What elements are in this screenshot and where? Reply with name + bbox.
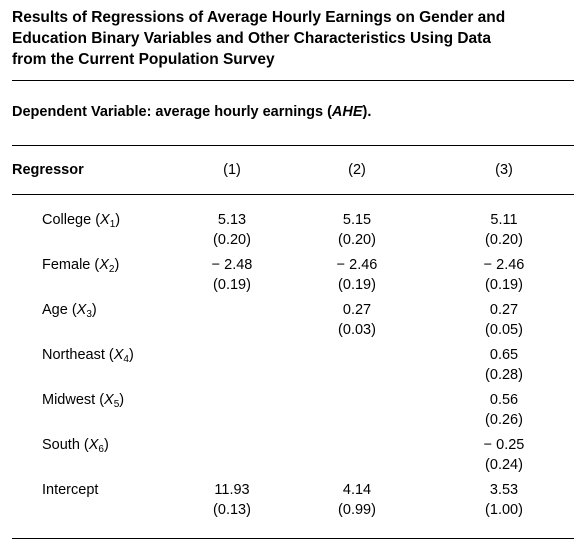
standard-error: (0.05): [485, 322, 523, 338]
table-title: Results of Regressions of Average Hourly…: [12, 7, 578, 70]
standard-error: (0.24): [485, 457, 523, 473]
regressor-symbol: X: [104, 392, 114, 408]
regressor-name: Age (: [42, 302, 77, 318]
regressor-subscript: 6: [98, 444, 104, 455]
divider-rule: [12, 194, 574, 195]
standard-error: (0.19): [213, 277, 251, 293]
dependent-variable-note: Dependent Variable: average hourly earni…: [12, 104, 371, 120]
regressor-symbol: X: [76, 302, 87, 318]
coefficient-value: − 2.46: [336, 257, 378, 273]
regressor-name: Intercept: [42, 482, 99, 498]
dependent-suffix: ).: [362, 104, 372, 120]
regressor-subscript: 5: [113, 399, 120, 410]
title-line: Results of Regressions of Average Hourly…: [12, 9, 506, 26]
coefficient-value: 5.13: [217, 212, 247, 228]
regressor-label: Age (X3): [42, 302, 97, 320]
coefficient-value: 0.27: [342, 302, 372, 318]
regressor-close: ): [114, 257, 120, 273]
standard-error: (0.28): [485, 367, 523, 383]
coefficient-value: 5.15: [342, 212, 372, 228]
coefficient-value: 11.93: [214, 482, 250, 498]
regressor-symbol: X: [100, 212, 110, 228]
regressor-name: Northeast (: [42, 347, 114, 363]
divider-rule: [12, 145, 574, 146]
standard-error: (0.19): [485, 277, 523, 293]
coefficient-cell: − 0.25 (0.24): [464, 435, 544, 475]
coefficient-cell: 4.14 (0.99): [317, 480, 397, 520]
coefficient-cell: 5.15 (0.20): [317, 210, 397, 250]
column-header: (3): [495, 162, 513, 178]
coefficient-value: 3.53: [489, 482, 519, 498]
coefficient-value: 4.14: [342, 482, 372, 498]
coefficient-value: − 0.25: [483, 437, 525, 453]
coefficient-cell: − 2.46 (0.19): [464, 255, 544, 295]
coefficient-cell: 0.27 (0.03): [317, 300, 397, 340]
standard-error: (0.20): [338, 232, 376, 248]
regressor-label: College (X1): [42, 212, 120, 230]
regressor-symbol: X: [88, 437, 99, 453]
regressor-label: Northeast (X4): [42, 347, 134, 365]
regressor-subscript: 3: [86, 309, 92, 320]
column-header: (1): [223, 162, 241, 178]
coefficient-cell: 11.93 (0.13): [192, 480, 272, 520]
standard-error: (1.00): [485, 502, 523, 518]
regressor-close: ): [91, 302, 97, 318]
regressor-name: Midwest (: [42, 392, 105, 408]
coefficient-value: − 2.46: [483, 257, 525, 273]
regressor-close: ): [115, 212, 121, 228]
regressor-name: College (: [42, 212, 101, 228]
coefficient-cell: 5.13 (0.20): [192, 210, 272, 250]
coefficient-cell: 3.53 (1.00): [464, 480, 544, 520]
coefficient-value: 0.65: [489, 347, 519, 363]
regressor-close: ): [128, 347, 134, 363]
regressor-subscript: 2: [108, 264, 115, 275]
divider-rule: [12, 538, 574, 539]
standard-error: (0.19): [338, 277, 376, 293]
regressor-label: South (X6): [42, 437, 109, 455]
regressor-label: Intercept: [42, 482, 98, 498]
standard-error: (0.99): [338, 502, 376, 518]
coefficient-value: − 2.48: [211, 257, 253, 273]
standard-error: (0.20): [485, 232, 523, 248]
regressor-header: Regressor: [12, 162, 84, 178]
divider-rule: [12, 80, 574, 81]
standard-error: (0.03): [338, 322, 376, 338]
coefficient-cell: − 2.46 (0.19): [317, 255, 397, 295]
coefficient-value: 0.27: [489, 302, 519, 318]
standard-error: (0.20): [213, 232, 251, 248]
regressor-symbol: X: [99, 257, 109, 273]
coefficient-cell: 5.11 (0.20): [464, 210, 544, 250]
regressor-name: Female (: [42, 257, 100, 273]
regressor-name: South (: [42, 437, 89, 453]
coefficient-cell: 0.56 (0.26): [464, 390, 544, 430]
column-header: (2): [348, 162, 366, 178]
coefficient-cell: 0.27 (0.05): [464, 300, 544, 340]
regressor-label: Female (X2): [42, 257, 119, 275]
regressor-subscript: 1: [109, 219, 116, 230]
regressor-close: ): [119, 392, 125, 408]
coefficient-cell: 0.65 (0.28): [464, 345, 544, 385]
dependent-symbol: AHE: [331, 104, 363, 120]
regressor-symbol: X: [113, 347, 124, 363]
title-line: from the Current Population Survey: [12, 51, 275, 68]
standard-error: (0.26): [485, 412, 523, 428]
coefficient-value: 0.56: [489, 392, 519, 408]
coefficient-cell: − 2.48 (0.19): [192, 255, 272, 295]
regressor-close: ): [103, 437, 109, 453]
standard-error: (0.13): [213, 502, 251, 518]
title-line: Education Binary Variables and Other Cha…: [12, 30, 491, 47]
regressor-label: Midwest (X5): [42, 392, 124, 410]
regressor-subscript: 4: [123, 354, 129, 365]
coefficient-value: 5.11: [490, 212, 518, 228]
dependent-prefix: Dependent Variable: average hourly earni…: [12, 104, 332, 120]
